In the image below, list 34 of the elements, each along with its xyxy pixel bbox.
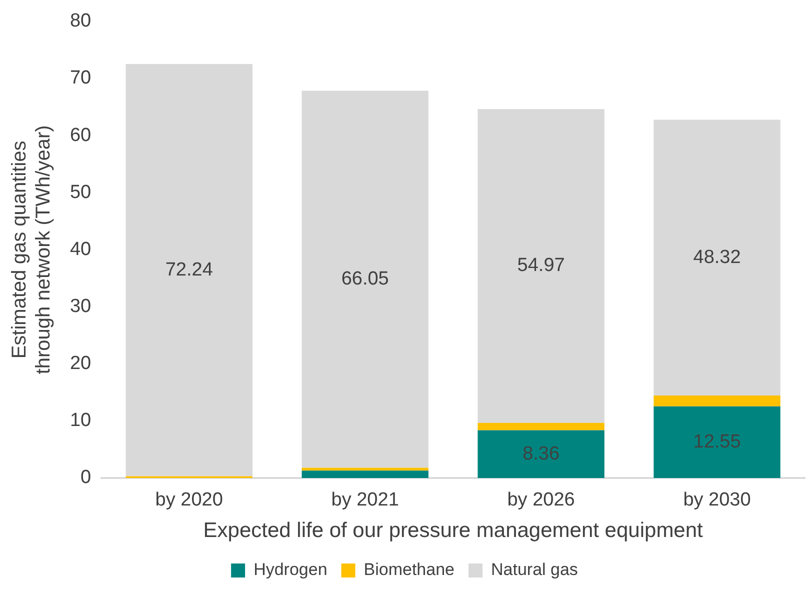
bar [302,470,428,478]
data-label: 66.05 [341,268,389,290]
x-tick-label: by 2030 [683,490,751,511]
legend-label: Biomethane [364,560,455,580]
y-tick-label: 0 [80,467,92,488]
y-tick-label: 50 [70,182,92,203]
y-tick-label: 40 [70,238,92,260]
y-tick-label: 30 [70,296,92,318]
bar [654,396,780,406]
x-axis-title: Expected life of our pressure management equipment [203,519,704,542]
bar [654,406,780,478]
bar [478,109,604,423]
y-tick-label: 20 [70,353,92,374]
x-tick-label: by 2020 [155,490,223,511]
y-tick-label: 60 [70,124,92,146]
bar [478,422,604,430]
legend-label: Hydrogen [254,560,328,580]
y-tick-label: 70 [70,68,92,89]
x-tick-label: by 2021 [331,490,399,511]
data-label: 8.36 [522,443,560,464]
y-tick-label: 10 [70,410,92,432]
y-tick-label: 80 [70,10,92,32]
y-axis-title: Estimated gas quantities through network (TWh/year) [8,125,55,374]
bar [302,90,428,468]
bar [302,468,428,471]
data-label: 12.55 [693,431,741,452]
data-label: 72.24 [165,259,214,280]
legend-label: Natural gas [491,560,578,580]
x-tick-label: by 2026 [507,490,575,511]
bar [126,64,252,476]
bar [654,120,780,396]
data-label: 54.97 [517,255,565,276]
data-label: 48.32 [693,246,741,268]
bar [478,430,604,478]
